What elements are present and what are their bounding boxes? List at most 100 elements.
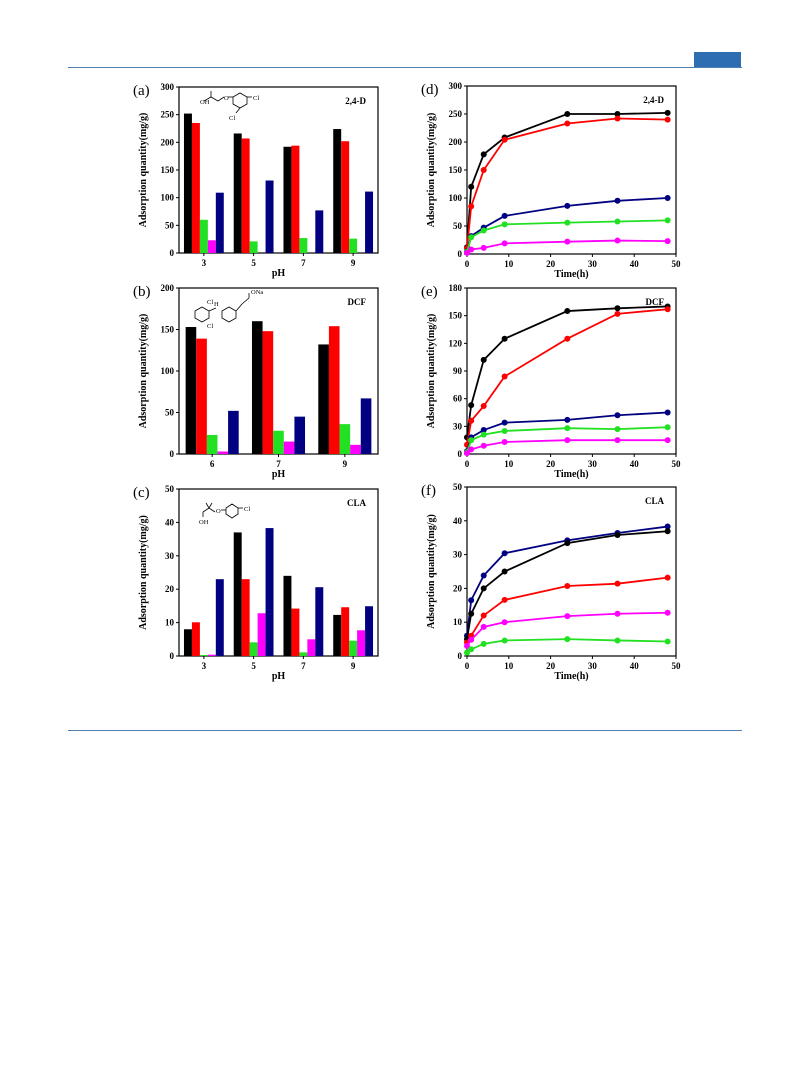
y-tick-label: 100 — [161, 366, 175, 376]
point-black-t48 — [664, 528, 671, 535]
y-tick-label: 30 — [453, 421, 463, 431]
panel-label: (e) — [421, 284, 438, 300]
point-green-t1 — [468, 437, 475, 444]
bar-black-ph-3 — [183, 629, 192, 656]
point-black-t4 — [480, 151, 487, 158]
point-red-t48 — [664, 116, 671, 123]
point-black-t36 — [614, 111, 621, 117]
x-tick-label: 30 — [588, 661, 598, 671]
y-tick-label: 50 — [453, 482, 463, 492]
bar-red-ph-9 — [328, 326, 340, 454]
bar-green-ph-5 — [249, 241, 258, 253]
y-axis-label: Adsorption quantity(mg/g) — [138, 113, 149, 228]
point-black-t1 — [468, 183, 475, 190]
header-rule — [68, 67, 742, 68]
panel-label: (b) — [133, 284, 151, 300]
point-red-t4 — [480, 612, 487, 619]
bar-black-ph-9 — [318, 344, 329, 454]
point-black-t24 — [564, 540, 571, 547]
point-red-t48 — [664, 574, 671, 581]
point-magenta-t4 — [480, 623, 487, 630]
bar-green-ph-5 — [249, 642, 258, 656]
point-black-t48 — [664, 109, 671, 116]
structure-b-cl2: Cl — [207, 323, 213, 330]
bar-green-ph-3 — [199, 219, 208, 253]
point-magenta-t4 — [480, 244, 487, 251]
point-navy-t36 — [614, 412, 621, 419]
y-tick-label: 40 — [165, 517, 175, 527]
y-tick-label: 150 — [161, 165, 175, 175]
point-green-t4 — [480, 640, 487, 647]
bar-navy-ph-9 — [365, 191, 374, 253]
point-green-t4 — [480, 431, 487, 438]
point-green-t48 — [664, 424, 671, 431]
point-red-t24 — [564, 120, 571, 127]
point-green-t24 — [564, 219, 571, 226]
bar-magenta-ph-6 — [217, 451, 229, 454]
compound-label: 2,4-D — [345, 96, 366, 106]
y-tick-label: 10 — [165, 618, 175, 628]
point-magenta-t1 — [468, 246, 475, 253]
y-axis-label: Adsorption quantity(mg/g) — [426, 314, 437, 429]
structure-b: ONa Cl Cl H — [194, 289, 263, 330]
point-black-t4 — [480, 585, 487, 592]
bar-red-ph-7 — [291, 145, 300, 253]
bar-red-ph-5 — [241, 138, 250, 253]
point-magenta-t24 — [564, 238, 571, 245]
x-tick-label: 20 — [546, 459, 556, 469]
bar-navy-ph-6 — [228, 410, 239, 454]
bar-magenta-ph-7 — [307, 639, 316, 656]
y-tick-label: 50 — [165, 220, 175, 230]
y-tick-label: 90 — [453, 366, 463, 376]
point-magenta-t9 — [501, 619, 508, 626]
y-tick-label: 100 — [449, 193, 463, 203]
point-magenta-t9 — [501, 240, 508, 247]
point-navy-t9 — [501, 550, 508, 557]
point-magenta-t0 — [464, 249, 470, 256]
bar-black-ph-3 — [183, 113, 192, 253]
x-tick-label: 20 — [546, 259, 556, 269]
point-green-t36 — [614, 637, 621, 644]
point-red-t36 — [614, 580, 621, 587]
point-green-t24 — [564, 425, 571, 432]
point-green-t36 — [614, 218, 621, 225]
y-tick-label: 0 — [170, 449, 175, 459]
panel-e: 0 30 60 90 120 150 180 (e) DCF Adsorption quantit… — [421, 283, 681, 480]
bar-navy-ph-3 — [215, 192, 224, 253]
point-green-t1 — [468, 646, 475, 653]
x-tick-label: 0 — [465, 661, 470, 671]
structure-c-oh: OH — [199, 519, 209, 526]
structure-b-nh: H — [214, 301, 219, 308]
structure-b-ona: ONa — [251, 289, 263, 296]
point-magenta-t0 — [464, 642, 470, 649]
y-tick-label: 50 — [165, 484, 175, 494]
point-magenta-t9 — [501, 439, 508, 446]
y-tick-label: 20 — [453, 583, 463, 593]
x-tick-label: 7 — [301, 258, 306, 268]
y-tick-label: 150 — [161, 325, 175, 335]
plot-frame — [466, 486, 677, 657]
bar-navy-ph-7 — [315, 210, 324, 253]
bar-magenta-ph-3 — [207, 240, 216, 253]
y-tick-label: 30 — [453, 550, 463, 560]
bar-green-ph-9 — [339, 424, 351, 454]
point-navy-t4 — [480, 572, 487, 579]
x-tick-label: 3 — [202, 661, 207, 671]
y-axis-label: Adsorption quantity(mg/g) — [138, 515, 149, 630]
point-magenta-t48 — [664, 609, 671, 616]
y-tick-label: 150 — [449, 165, 463, 175]
bar-red-ph-3 — [191, 622, 200, 656]
x-axis-label: Time(h) — [554, 269, 588, 280]
bar-navy-ph-3 — [215, 579, 224, 656]
point-red-t48 — [664, 306, 671, 313]
y-tick-label: 200 — [161, 137, 175, 147]
plot-frame — [466, 85, 677, 255]
bar-navy-ph-9 — [365, 606, 374, 656]
compound-label: CLA — [347, 498, 367, 508]
structure-a: OH O Cl Cl — [200, 91, 259, 122]
point-red-t1 — [468, 203, 475, 210]
series-line-red — [466, 117, 668, 249]
point-magenta-t36 — [614, 610, 621, 617]
point-navy-t48 — [664, 409, 671, 416]
